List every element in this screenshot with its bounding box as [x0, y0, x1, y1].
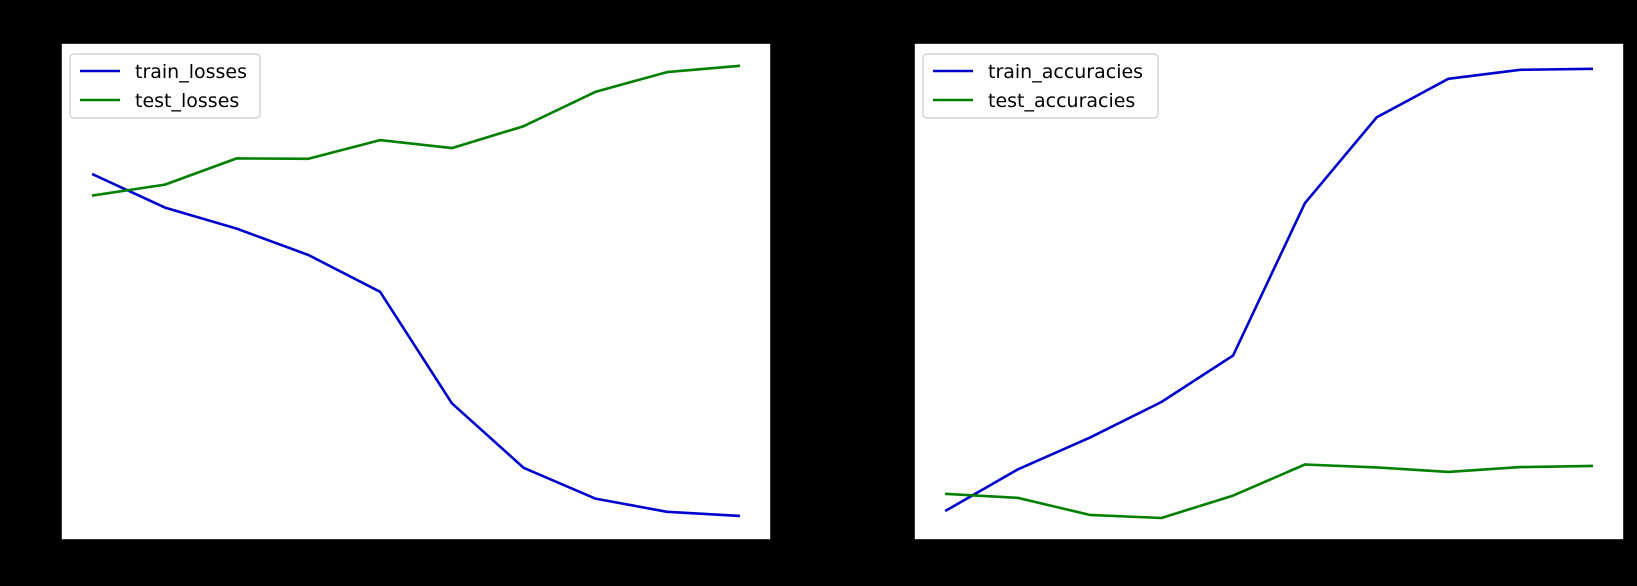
data-point-train_accuracies — [1160, 400, 1163, 404]
data-point-train_losses — [92, 173, 95, 176]
data-point-test_losses — [163, 183, 167, 186]
data-point-test_accuracies — [1160, 516, 1163, 520]
data-point-test_losses — [450, 146, 454, 150]
data-point-train_accuracies — [1303, 202, 1307, 205]
legend-label-test_losses: test_losses — [135, 90, 239, 112]
data-point-train_losses — [450, 402, 454, 405]
data-point-test_losses — [594, 90, 597, 94]
data-point-train_accuracies — [1016, 468, 1020, 471]
data-point-train_losses — [378, 290, 382, 293]
legend: train_accuracies test_accuracies — [922, 53, 1159, 119]
data-point-test_losses — [737, 64, 740, 68]
data-point-train_losses — [163, 206, 167, 209]
data-point-test_accuracies — [945, 492, 948, 496]
data-point-train_losses — [522, 466, 525, 469]
data-point-test_losses — [235, 157, 238, 160]
data-point-train_accuracies — [1590, 67, 1593, 71]
data-point-test_losses — [307, 157, 310, 160]
plot-area — [61, 43, 771, 540]
legend-label-test_accuracies: test_accuracies — [988, 90, 1135, 112]
plot-area — [914, 43, 1624, 540]
series-line-test_losses — [91, 64, 741, 197]
series-line-train_accuracies — [944, 67, 1594, 513]
data-point-train_losses — [737, 514, 740, 518]
data-point-train_accuracies — [945, 509, 948, 512]
data-point-test_accuracies — [1088, 513, 1091, 517]
data-point-train_losses — [235, 227, 238, 230]
data-point-test_accuracies — [1016, 496, 1020, 500]
data-point-train_accuracies — [1375, 116, 1378, 119]
data-point-test_losses — [522, 125, 525, 128]
data-point-train_accuracies — [1231, 354, 1235, 357]
data-point-train_losses — [307, 253, 310, 257]
data-point-test_losses — [665, 70, 669, 74]
chart-panel-losses: train_losses test_losses — [55, 42, 772, 546]
data-point-test_accuracies — [1303, 463, 1307, 466]
legend-box — [922, 53, 1159, 119]
data-point-train_losses — [665, 510, 669, 513]
data-point-test_accuracies — [1518, 465, 1522, 469]
legend: train_losses test_losses — [69, 53, 261, 119]
data-point-train_accuracies — [1088, 436, 1091, 439]
data-point-test_losses — [378, 138, 382, 142]
data-point-train_accuracies — [1518, 68, 1522, 72]
data-point-test_accuracies — [1447, 470, 1450, 474]
data-point-train_accuracies — [1447, 77, 1450, 81]
axes-frame — [913, 42, 1625, 541]
data-point-train_losses — [594, 497, 597, 500]
data-point-test_losses — [92, 194, 95, 197]
series-line-train_losses — [91, 172, 741, 518]
legend-label-train_losses: train_losses — [135, 61, 247, 83]
data-point-test_accuracies — [1590, 464, 1593, 468]
legend-label-train_accuracies: train_accuracies — [988, 61, 1143, 83]
data-point-test_accuracies — [1231, 494, 1235, 497]
series-line-test_accuracies — [944, 463, 1594, 520]
chart-panel-accuracies: train_accuracies test_accuracies — [913, 42, 1625, 546]
axes-frame — [60, 42, 772, 541]
data-point-test_accuracies — [1375, 466, 1378, 469]
